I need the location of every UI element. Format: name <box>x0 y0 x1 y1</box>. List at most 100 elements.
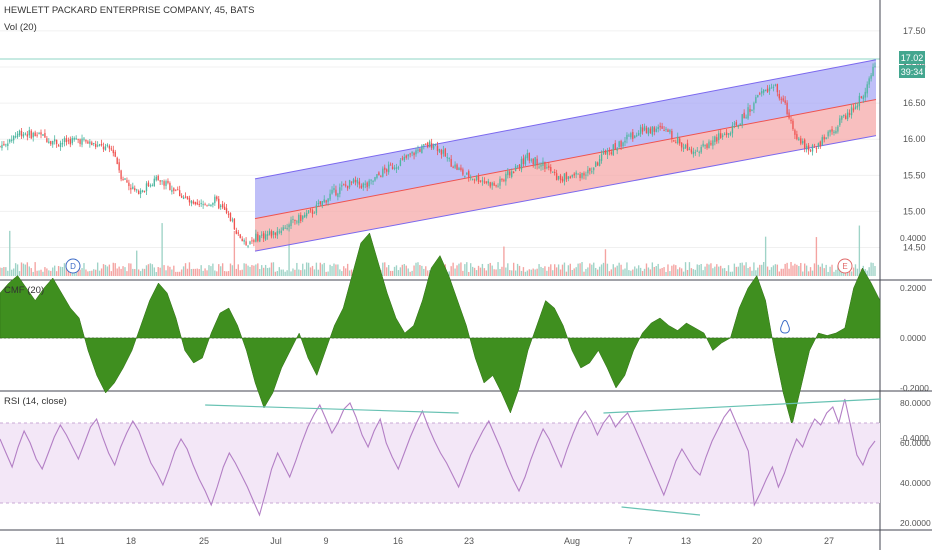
volume-bar <box>44 267 46 276</box>
candle-body <box>784 100 786 104</box>
volume-bar <box>202 270 204 276</box>
candle-body <box>378 172 380 176</box>
volume-bar <box>725 271 728 276</box>
candle-body <box>179 190 181 197</box>
volume-bar <box>147 264 150 276</box>
volume-bar <box>608 271 611 276</box>
candle-body <box>374 177 376 181</box>
candle-body <box>292 218 294 220</box>
candle-body <box>729 133 732 135</box>
volume-bar <box>731 271 734 276</box>
candle-body <box>204 204 206 206</box>
volume-bar <box>829 266 831 276</box>
volume-bar <box>804 263 806 276</box>
volume-bar <box>768 269 771 276</box>
volume-bar <box>460 262 462 276</box>
volume-bar <box>9 230 11 276</box>
volume-bar <box>677 269 679 276</box>
candle-body <box>509 171 511 176</box>
volume-bar <box>54 265 56 276</box>
candle-body <box>643 126 646 131</box>
volume-bar <box>55 271 58 276</box>
volume-bar <box>0 267 1 276</box>
candle-body <box>372 180 374 182</box>
volume-bar <box>458 263 460 276</box>
volume-bar <box>126 271 128 276</box>
volume-bar <box>288 221 290 276</box>
candle-body <box>73 137 75 140</box>
volume-bar <box>42 271 44 276</box>
candle-body <box>161 180 163 182</box>
volume-bar <box>805 265 808 276</box>
candle-body <box>151 185 154 187</box>
dividend-marker[interactable]: D <box>65 258 81 274</box>
volume-bar <box>188 262 191 276</box>
candle-body <box>762 90 765 93</box>
earnings-marker[interactable]: E <box>837 258 853 274</box>
volume-bar <box>454 268 456 276</box>
volume-bar <box>179 271 181 276</box>
candle-body <box>38 133 40 135</box>
candle-body <box>403 156 405 161</box>
volume-bar <box>257 263 259 276</box>
volume-bar <box>343 266 345 276</box>
volume-bar <box>815 237 818 276</box>
candles <box>0 62 876 249</box>
candle-body <box>212 202 214 205</box>
volume-bar <box>714 266 716 276</box>
candle-body <box>581 172 583 178</box>
candle-body <box>864 91 866 98</box>
candle-body <box>737 125 739 127</box>
candle-body <box>548 165 550 168</box>
candle-body <box>491 182 493 186</box>
candle-body <box>540 164 542 167</box>
volume-bar <box>253 265 255 276</box>
volume-bar <box>595 267 597 276</box>
volume-bar <box>137 269 140 276</box>
volume-bar <box>28 266 30 276</box>
candle-body <box>46 138 48 143</box>
candle-body <box>206 205 208 207</box>
volume-bar <box>18 271 21 276</box>
volume-bar <box>110 271 113 276</box>
candle-body <box>866 84 868 94</box>
candle-body <box>216 196 218 200</box>
volume-bar <box>718 266 720 276</box>
candle-body <box>608 150 611 152</box>
volume-bar <box>452 262 454 276</box>
candle-body <box>811 145 814 152</box>
candle-body <box>706 144 708 148</box>
candle-body <box>552 171 554 173</box>
cmf-axis-ticks: 0.4000 0.2000 0.0000 -0.2000 -0.4000 <box>900 233 929 443</box>
candle-body <box>487 181 489 184</box>
volume-bar <box>602 262 605 276</box>
volume-bar <box>241 269 243 276</box>
candle-body <box>786 102 788 115</box>
candle-body <box>807 145 810 151</box>
candle-body <box>173 188 175 191</box>
candle-body <box>389 164 392 166</box>
candle-body <box>108 146 111 149</box>
candle-body <box>792 120 794 130</box>
volume-bar <box>647 267 650 276</box>
candle-body <box>471 178 474 180</box>
volume-bar <box>782 268 784 276</box>
volume-bar <box>821 263 823 276</box>
volume-bar <box>311 265 314 276</box>
candle-body <box>32 132 34 138</box>
volume-bar <box>573 268 575 276</box>
candle-body <box>346 185 349 189</box>
cmf-alert-icon[interactable] <box>780 320 790 334</box>
candle-body <box>679 138 681 144</box>
volume-bar <box>348 270 351 276</box>
volume-bar <box>743 265 745 276</box>
volume-bar <box>87 271 89 276</box>
volume-bar <box>102 264 105 276</box>
volume-bar <box>612 264 614 276</box>
candle-body <box>370 179 372 181</box>
volume-bar <box>874 266 876 276</box>
candle-body <box>850 107 853 116</box>
candle-body <box>28 130 30 136</box>
volume-bar <box>749 266 751 276</box>
